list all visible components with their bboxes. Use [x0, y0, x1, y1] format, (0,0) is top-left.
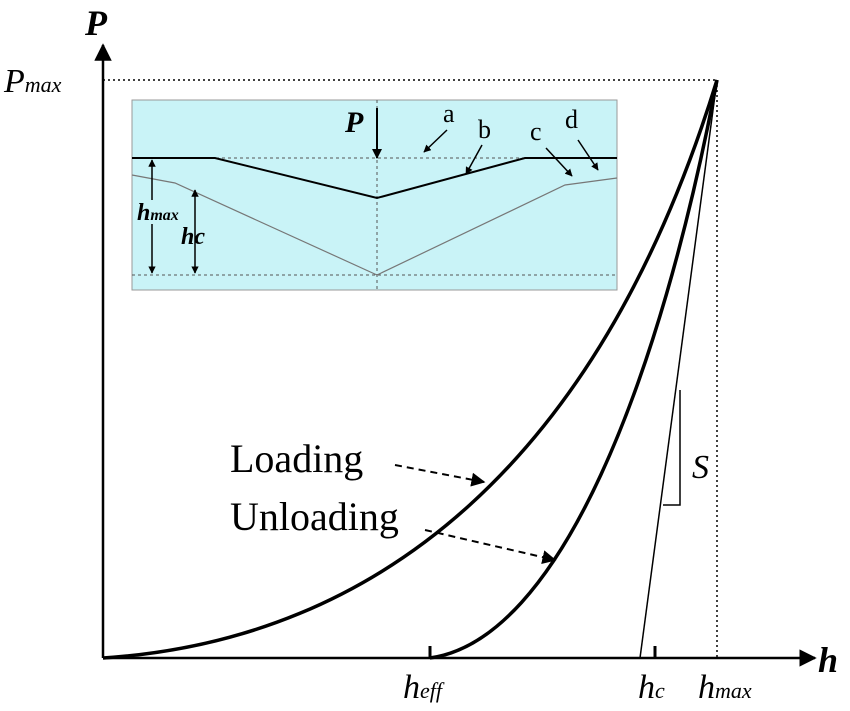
x-tick-label: hmax — [698, 669, 752, 706]
x-tick-label: heff — [403, 669, 445, 706]
x-tick-label: hc — [638, 669, 665, 706]
unloading-curve — [429, 79, 719, 660]
inset-box — [131, 99, 618, 291]
marker-arrow — [577, 139, 599, 171]
load-label: P — [344, 106, 364, 139]
marker-arrow — [465, 144, 483, 175]
loading-label: Loading — [230, 436, 363, 481]
hc-label: hc — [181, 224, 205, 250]
loading-arrow — [394, 464, 486, 487]
loading-curve — [102, 79, 719, 660]
stiffness-label: S — [692, 449, 709, 486]
marker-arrow — [545, 147, 573, 177]
tangent-line — [639, 79, 718, 659]
loaded-surface — [131, 174, 618, 276]
marker-label: c — [530, 117, 542, 146]
marker-arrow — [423, 129, 448, 153]
marker-label: d — [565, 105, 578, 134]
x-axis-label: h — [818, 640, 838, 680]
inset: P a b c d hmax hc — [131, 99, 618, 291]
marker-label: a — [443, 99, 455, 128]
label-bg — [136, 200, 184, 224]
y-axis-label: P — [84, 3, 108, 43]
unloading-label: Unloading — [230, 494, 399, 539]
hmax-label: hmax — [137, 200, 179, 226]
slope-triangle — [663, 390, 681, 506]
marker-label: b — [478, 115, 491, 144]
pmax-label: Pmax — [3, 63, 62, 100]
unloading-arrow — [424, 529, 557, 564]
